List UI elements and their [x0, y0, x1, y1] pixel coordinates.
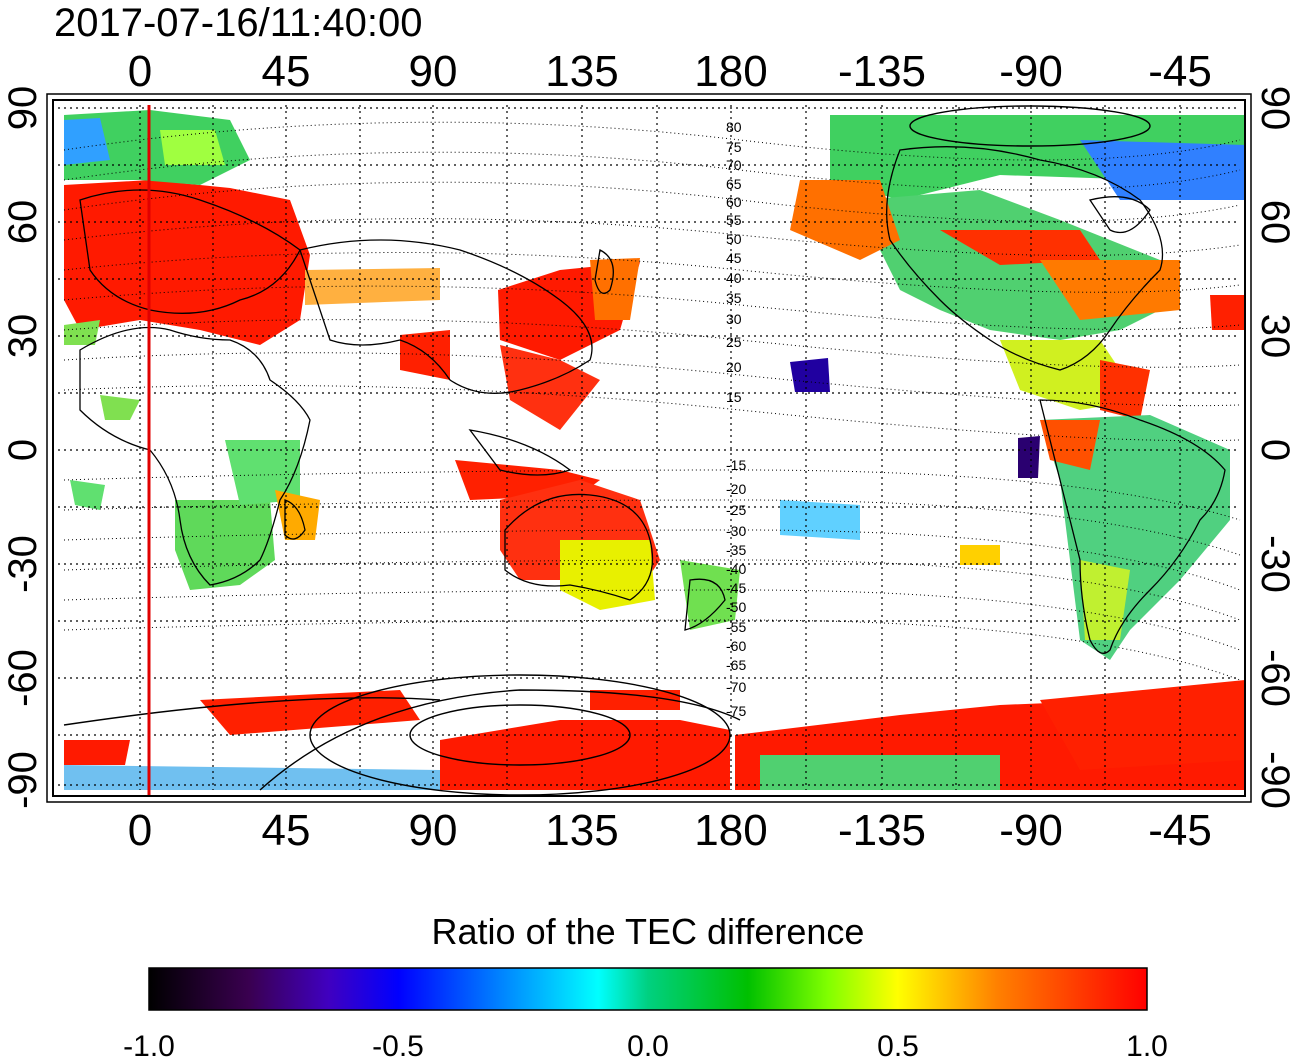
- contour-label: 60: [726, 194, 742, 210]
- contour-label: 35: [726, 290, 742, 306]
- contour-label: -15: [726, 457, 746, 473]
- lon-tick-bottom: -135: [838, 806, 926, 855]
- colorbar-tick: 0.5: [877, 1030, 919, 1063]
- contour-label: 75: [726, 139, 742, 155]
- lon-ticks-top: 0 45 90 135 180 -135 -90 -45: [128, 47, 1212, 96]
- lon-tick-top: 45: [262, 47, 311, 96]
- map-frame: [52, 99, 1246, 797]
- contour-label: -75: [726, 703, 746, 719]
- contour-label: 40: [726, 270, 742, 286]
- contour-label: -45: [726, 580, 746, 596]
- lat-tick-left: 60: [1, 200, 45, 245]
- lat-tick-left: 30: [1, 314, 45, 359]
- contour-label: 20: [726, 359, 742, 375]
- contour-label: -40: [726, 561, 746, 577]
- colorbar-tick: 0.0: [627, 1030, 669, 1063]
- lat-tick-left: 0: [1, 439, 45, 461]
- lat-tick-left: -60: [1, 649, 45, 707]
- lat-tick-right: 60: [1253, 200, 1296, 245]
- contour-label: -35: [726, 542, 746, 558]
- lat-tick-left: 90: [1, 86, 45, 131]
- lat-tick-left: -90: [1, 751, 45, 809]
- contour-label: 70: [726, 157, 742, 173]
- contour-label: -25: [726, 502, 746, 518]
- lon-tick-top: -45: [1148, 47, 1212, 96]
- contour-labels: 80 75 70 65 60 55 50 45 40 35 30 25 20 1…: [726, 119, 746, 719]
- contour-label: 45: [726, 250, 742, 266]
- lon-ticks-bottom: 0 45 90 135 180 -135 -90 -45: [128, 806, 1212, 855]
- lon-tick-top: 90: [409, 47, 458, 96]
- lat-ticks-left: 90 60 30 0 -30 -60 -90: [1, 86, 45, 809]
- coastlines: [79, 146, 1226, 654]
- lon-tick-top: 0: [128, 47, 152, 96]
- colorbar-title: Ratio of the TEC difference: [432, 911, 865, 952]
- lat-tick-left: -30: [1, 535, 45, 593]
- lon-tick-bottom: 0: [128, 806, 152, 855]
- colorbar-tick: 1.0: [1126, 1030, 1168, 1063]
- contour-label: -60: [726, 638, 746, 654]
- contour-label: 65: [726, 176, 742, 192]
- colorbar-ticks: -1.0 -0.5 0.0 0.5 1.0: [123, 1030, 1168, 1063]
- lon-tick-bottom: 90: [409, 806, 458, 855]
- colorbar: [148, 967, 1148, 1011]
- contour-label: -70: [726, 679, 746, 695]
- lat-tick-right: 0: [1253, 439, 1296, 461]
- lon-tick-top: -90: [999, 47, 1063, 96]
- lat-tick-right: 90: [1253, 86, 1296, 131]
- contour-label: -50: [726, 599, 746, 615]
- contour-label: 50: [726, 231, 742, 247]
- colorbar-tick: -0.5: [372, 1030, 424, 1063]
- magnetic-latitude-contours: [63, 121, 1241, 681]
- lon-tick-bottom: 180: [694, 806, 767, 855]
- lon-tick-top: 135: [545, 47, 618, 96]
- map-frame-outer: [46, 93, 1252, 803]
- contour-label: 30: [726, 311, 742, 327]
- contour-label: 80: [726, 119, 742, 135]
- lon-tick-bottom: -45: [1148, 806, 1212, 855]
- contour-label: 15: [726, 389, 742, 405]
- timestamp: 2017-07-16/11:40:00: [54, 1, 422, 45]
- lat-tick-right: -60: [1253, 649, 1296, 707]
- lon-tick-top: -135: [838, 47, 926, 96]
- lon-tick-bottom: 135: [545, 806, 618, 855]
- colorbar-tick: -1.0: [123, 1030, 175, 1063]
- contour-label: 25: [726, 334, 742, 350]
- lon-tick-bottom: 45: [262, 806, 311, 855]
- lat-tick-right: -90: [1253, 751, 1296, 809]
- tec-data-layer: [64, 110, 1245, 790]
- contour-label: 55: [726, 212, 742, 228]
- lat-ticks-right: 90 60 30 0 -30 -60 -90: [1253, 86, 1296, 809]
- lat-tick-right: -30: [1253, 535, 1296, 593]
- lon-tick-bottom: -90: [999, 806, 1063, 855]
- contour-label: -65: [726, 657, 746, 673]
- lat-tick-right: 30: [1253, 314, 1296, 359]
- contour-label: -20: [726, 481, 746, 497]
- lon-tick-top: 180: [694, 47, 767, 96]
- contour-label: -30: [726, 523, 746, 539]
- contour-label: -55: [726, 619, 746, 635]
